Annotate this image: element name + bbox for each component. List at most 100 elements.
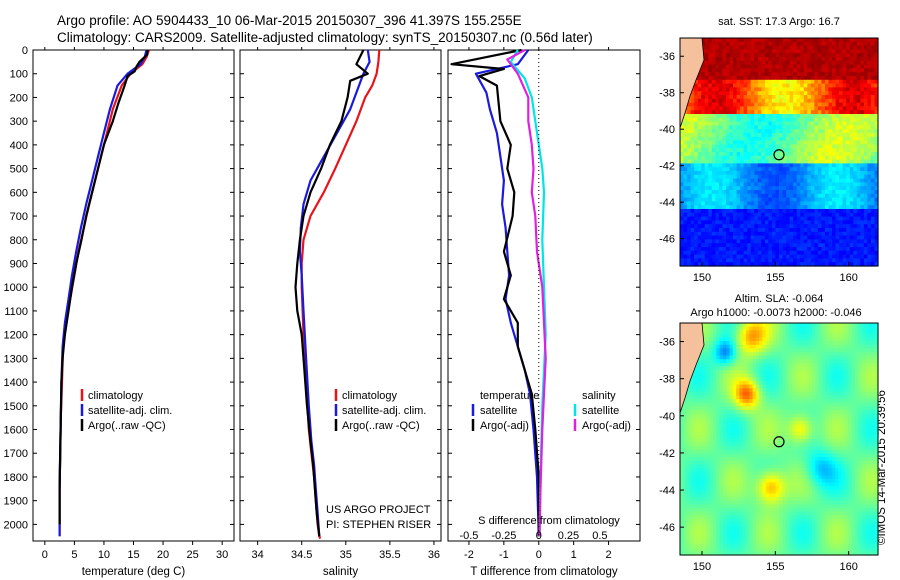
- map-y-tick-label: -42: [659, 161, 675, 173]
- x-tick-label-salinity: 35: [340, 549, 352, 561]
- x-tick-label-temperature: 25: [186, 549, 198, 561]
- sla-map-title: Altim. SLA: -0.064: [735, 293, 824, 305]
- map-sst_map: 150 155 160 -36 -38 -40 -42 -44 -46: [659, 37, 879, 284]
- series-line-difference-argo-adj-: [450, 48, 540, 537]
- legend-label-difference: Argo(-adj): [480, 420, 529, 432]
- x-tick-label-difference: -1: [499, 549, 509, 561]
- map-y-tick-label: -38: [659, 374, 675, 386]
- series-line-salinity-argo-raw-qc-: [294, 49, 369, 537]
- legend-label-difference: satellite: [582, 405, 619, 417]
- x-tick-label-temperature: 0: [42, 549, 48, 561]
- y-tick-label: 800: [10, 235, 28, 247]
- map-x-tick-label: 155: [766, 561, 784, 573]
- y-tick-label: 1700: [4, 448, 28, 460]
- x-tick-label-temperature: 30: [216, 549, 228, 561]
- land-mask: [679, 322, 705, 414]
- s-difference-tick-label: -0.5: [459, 530, 478, 542]
- y-tick-label: 1200: [4, 330, 28, 342]
- x-tick-label-difference: 2: [606, 549, 612, 561]
- y-tick-label: 1100: [4, 306, 28, 318]
- series-line-salinity-satellite-adj-clim-: [298, 49, 371, 537]
- series-line-temperature-satellite-adj-clim-: [58, 49, 148, 537]
- y-tick-label: 1300: [4, 353, 28, 365]
- argo-location-marker: [773, 149, 785, 161]
- legend-title-temperature: temperature: [480, 390, 539, 402]
- map-y-tick-label: -40: [659, 411, 675, 423]
- y-tick-label: 1900: [4, 496, 28, 508]
- x-tick-label-difference: -2: [464, 549, 474, 561]
- title-line-1: Argo profile: AO 5904433_10 06-Mar-2015 …: [57, 13, 522, 28]
- y-tick-label: 0: [22, 45, 28, 57]
- s-difference-tick-label: 0: [536, 530, 542, 542]
- y-tick-label: 1600: [4, 425, 28, 437]
- x-tick-label-salinity: 36: [428, 549, 440, 561]
- y-tick-label: 2000: [4, 519, 28, 531]
- y-tick-label: 600: [10, 187, 28, 199]
- map-y-tick-label: -44: [659, 485, 675, 497]
- sla-map-subtitle: Argo h1000: -0.0073 h2000: -0.046: [690, 307, 861, 319]
- map-y-tick-label: -36: [659, 51, 675, 63]
- y-tick-label: 400: [10, 140, 28, 152]
- pi-label: PI: STEPHEN RISER: [326, 519, 431, 531]
- y-tick-label: 1500: [4, 401, 28, 413]
- legend-title-salinity: salinity: [582, 390, 616, 402]
- series-line-temperature-climatology: [58, 49, 150, 537]
- y-tick-label: 1800: [4, 472, 28, 484]
- x-tick-label-salinity: 34: [252, 549, 264, 561]
- x-axis-label-difference: T difference from climatology: [470, 566, 617, 578]
- legend-label-salinity: climatology: [342, 390, 398, 402]
- map-x-tick-label: 160: [839, 272, 857, 284]
- map-y-tick-label: -40: [659, 124, 675, 136]
- s-difference-tick-label: 0.25: [558, 530, 579, 542]
- x-tick-label-difference: 0: [536, 549, 542, 561]
- x-axis-label-temperature: temperature (deg C): [82, 566, 186, 578]
- s-difference-tick-label: 0.5: [592, 530, 607, 542]
- x-tick-label-temperature: 20: [157, 549, 169, 561]
- map-sla_map: 150 155 160 -36 -38 -40 -42 -44 -46: [659, 322, 879, 573]
- y-tick-label: 500: [10, 164, 28, 176]
- map-y-tick-label: -46: [659, 234, 675, 246]
- title-line-2: Climatology: CARS2009. Satellite-adjuste…: [57, 30, 593, 45]
- map-frame: [679, 37, 879, 267]
- x-tick-label-salinity: 35.5: [379, 549, 400, 561]
- argo-location-marker: [773, 436, 785, 448]
- plot-frame-salinity: [239, 49, 442, 542]
- y-tick-label: 1400: [4, 377, 28, 389]
- plot-frame-temperature: [32, 49, 235, 542]
- plot-frame-difference: [447, 49, 641, 542]
- y-tick-label: 700: [10, 211, 28, 223]
- map-y-tick-label: -44: [659, 197, 675, 209]
- map-x-tick-label: 150: [693, 272, 711, 284]
- y-tick-label: 100: [10, 69, 28, 81]
- s-difference-label: S difference from climatology: [478, 515, 620, 527]
- x-tick-label-temperature: 10: [98, 549, 110, 561]
- map-y-tick-label: -36: [659, 337, 675, 349]
- map-x-tick-label: 155: [766, 272, 784, 284]
- legend-label-temperature: satellite-adj. clim.: [88, 405, 172, 417]
- s-difference-tick-label: -0.25: [491, 530, 516, 542]
- x-tick-label-difference: 1: [571, 549, 577, 561]
- x-tick-label-salinity: 34.5: [291, 549, 312, 561]
- sst-map-title: sat. SST: 17.3 Argo: 16.7: [718, 16, 840, 28]
- series-line-difference-argo-adj-s: [506, 49, 547, 537]
- series-line-temperature-argo-raw-qc-: [58, 49, 149, 525]
- legend-label-temperature: Argo(..raw -QC): [88, 420, 166, 432]
- series-line-difference-satellite-s: [509, 49, 547, 537]
- legend-label-difference: satellite: [480, 405, 517, 417]
- map-x-tick-label: 150: [693, 561, 711, 573]
- map-y-tick-label: -42: [659, 448, 675, 460]
- y-tick-label: 1000: [4, 282, 28, 294]
- map-x-tick-label: 160: [839, 561, 857, 573]
- project-label: US ARGO PROJECT: [326, 504, 431, 516]
- x-axis-label-salinity: salinity: [323, 566, 358, 578]
- legend-label-salinity: Argo(..raw -QC): [342, 420, 420, 432]
- map-frame: [679, 322, 879, 556]
- legend-label-temperature: climatology: [88, 390, 144, 402]
- legend-label-difference: Argo(-adj): [582, 420, 631, 432]
- y-tick-label: 300: [10, 116, 28, 128]
- y-tick-label: 200: [10, 92, 28, 104]
- x-tick-label-temperature: 15: [127, 549, 139, 561]
- map-y-tick-label: -38: [659, 88, 675, 100]
- legend-label-salinity: satellite-adj. clim.: [342, 405, 426, 417]
